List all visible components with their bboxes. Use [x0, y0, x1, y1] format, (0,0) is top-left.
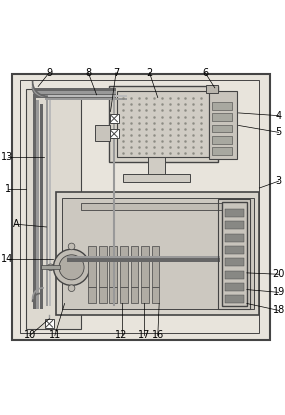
Circle shape [68, 243, 75, 250]
Bar [109, 86, 218, 161]
Bar [212, 136, 231, 144]
Text: 4: 4 [276, 111, 282, 121]
Bar [46, 99, 48, 306]
Text: 20: 20 [273, 269, 285, 279]
Bar [206, 85, 218, 93]
Bar [99, 247, 107, 287]
Bar [120, 247, 128, 287]
Bar [109, 247, 117, 287]
Text: 2: 2 [146, 68, 152, 78]
Text: 10: 10 [24, 330, 36, 340]
Text: 14: 14 [1, 254, 14, 264]
Bar [225, 246, 244, 254]
Circle shape [68, 285, 75, 291]
Bar [152, 247, 160, 287]
Text: 13: 13 [1, 152, 14, 162]
Bar [212, 124, 231, 132]
Bar [225, 271, 244, 279]
Bar [81, 203, 226, 210]
Bar [212, 147, 231, 155]
Bar [45, 98, 127, 100]
Text: 7: 7 [113, 68, 119, 78]
Bar [225, 209, 244, 217]
Bar [45, 319, 54, 328]
Bar [110, 114, 119, 123]
Bar [117, 90, 209, 157]
Bar [218, 199, 250, 309]
Text: 17: 17 [138, 330, 150, 340]
Bar [99, 287, 107, 303]
Bar [131, 247, 138, 287]
Bar [40, 104, 43, 309]
Bar [41, 265, 60, 269]
Bar [32, 94, 116, 98]
Text: A: A [13, 219, 19, 229]
Text: 3: 3 [276, 176, 282, 186]
Text: 16: 16 [152, 330, 164, 340]
Bar [131, 287, 138, 303]
Bar [20, 80, 259, 333]
Bar [225, 283, 244, 291]
Circle shape [47, 264, 54, 271]
Bar [26, 89, 81, 329]
Bar [222, 202, 247, 306]
Bar [225, 295, 244, 303]
Bar [109, 287, 117, 303]
Bar [49, 99, 51, 306]
Bar [88, 247, 96, 287]
Text: 11: 11 [49, 330, 61, 340]
Bar [67, 259, 220, 262]
Text: 8: 8 [85, 68, 91, 78]
Bar [95, 125, 111, 141]
Circle shape [59, 255, 84, 280]
Bar [141, 287, 149, 303]
Bar [225, 221, 244, 229]
Text: 6: 6 [202, 68, 208, 78]
Bar [212, 113, 231, 121]
Circle shape [89, 264, 96, 271]
Bar [123, 174, 190, 183]
Circle shape [54, 249, 89, 286]
Bar [209, 90, 237, 159]
Bar [88, 287, 96, 303]
Bar [225, 258, 244, 266]
Bar [62, 198, 254, 309]
Text: 5: 5 [276, 127, 282, 137]
Bar [120, 287, 128, 303]
Bar [56, 192, 259, 315]
Bar [45, 95, 127, 98]
Bar [36, 100, 39, 309]
Text: 19: 19 [273, 287, 285, 298]
Text: 1: 1 [5, 184, 11, 194]
Text: 12: 12 [115, 330, 128, 340]
Bar [148, 157, 165, 177]
Bar [152, 287, 160, 303]
Bar [32, 91, 116, 94]
Text: 18: 18 [273, 305, 285, 315]
Bar [141, 247, 149, 287]
Bar [110, 129, 119, 138]
Bar [32, 95, 36, 309]
Text: 9: 9 [46, 68, 52, 78]
Bar [225, 234, 244, 242]
Bar [67, 256, 220, 258]
Bar [212, 103, 231, 110]
Bar [32, 88, 116, 91]
